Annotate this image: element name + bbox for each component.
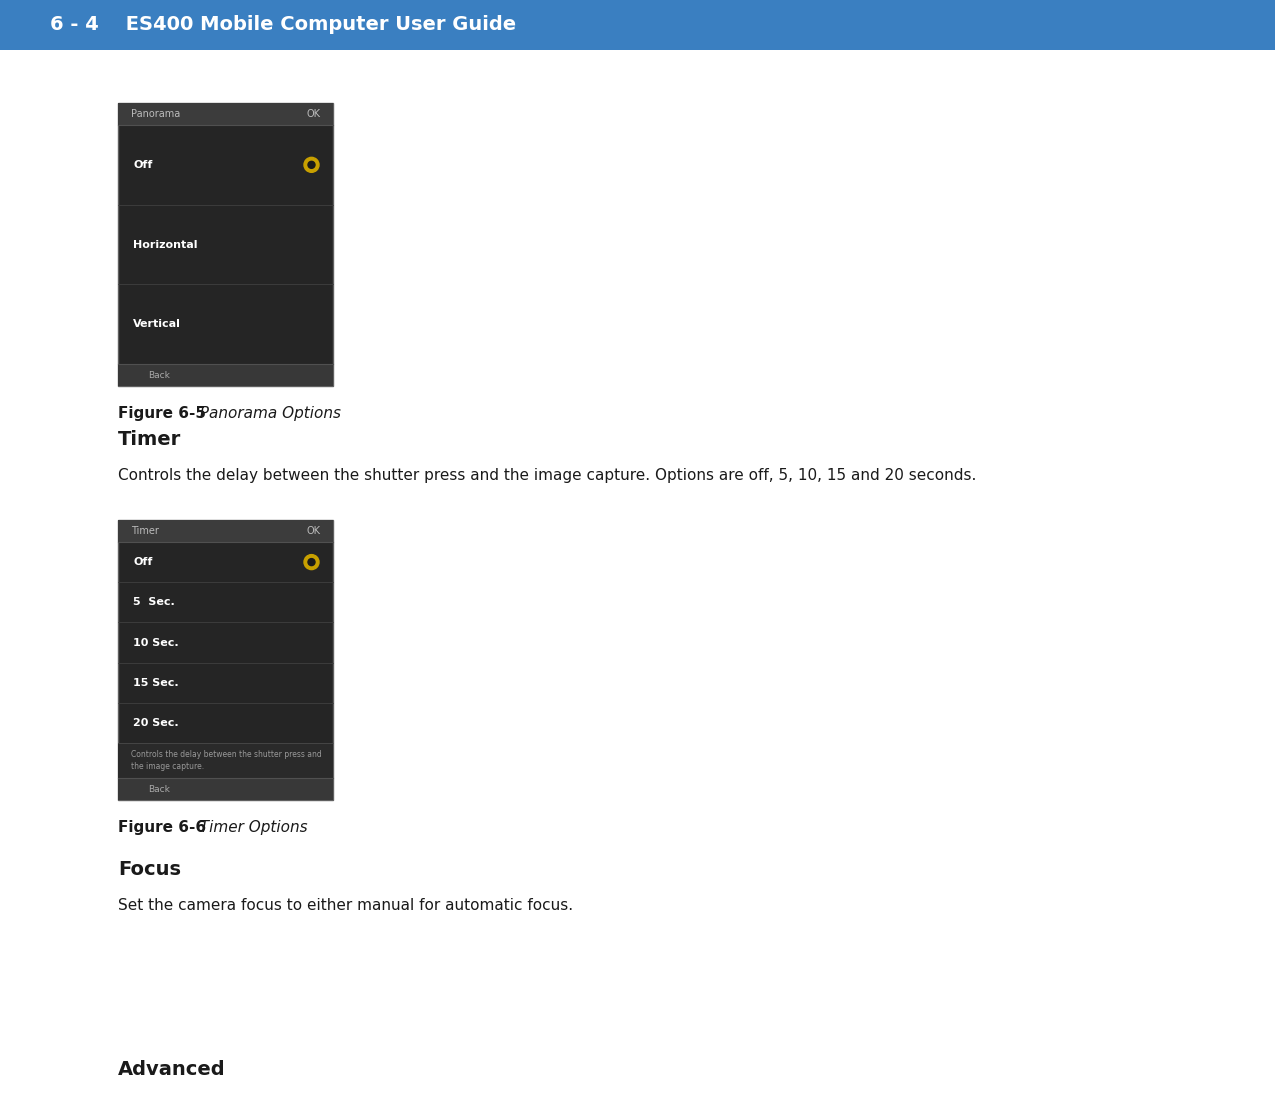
Bar (0, 0, 1275, 50)
Text: Back: Back (148, 785, 170, 794)
Text: Horizontal: Horizontal (133, 239, 198, 249)
Text: Timer Options: Timer Options (190, 820, 307, 835)
Text: Figure 6-6: Figure 6-6 (119, 820, 207, 835)
Text: OK: OK (306, 108, 320, 118)
Circle shape (303, 157, 319, 173)
Text: Controls the delay between the shutter press and
the image capture.: Controls the delay between the shutter p… (131, 749, 321, 772)
Text: 6 - 4    ES400 Mobile Computer User Guide: 6 - 4 ES400 Mobile Computer User Guide (50, 15, 516, 34)
Bar (119, 364, 333, 386)
Text: 10 Sec.: 10 Sec. (133, 638, 178, 648)
Text: Back: Back (148, 371, 170, 380)
Text: Controls the delay between the shutter press and the image capture. Options are : Controls the delay between the shutter p… (119, 468, 977, 483)
Text: Vertical: Vertical (133, 319, 181, 329)
Bar (119, 520, 333, 542)
Text: 15 Sec.: 15 Sec. (133, 677, 178, 687)
Text: 20 Sec.: 20 Sec. (133, 718, 178, 728)
Text: OK: OK (306, 526, 320, 536)
Text: Off: Off (133, 557, 153, 567)
Text: 5  Sec.: 5 Sec. (133, 598, 175, 608)
Bar (119, 743, 333, 778)
Text: Timer: Timer (119, 430, 181, 449)
Text: Off: Off (133, 159, 153, 169)
Text: Panorama Options: Panorama Options (190, 406, 340, 421)
Text: Figure 6-5: Figure 6-5 (119, 406, 207, 421)
Bar (119, 103, 333, 386)
Text: Panorama: Panorama (131, 108, 180, 118)
Text: Advanced: Advanced (119, 1061, 226, 1079)
Bar (119, 778, 333, 800)
Circle shape (303, 555, 319, 570)
Text: Set the camera focus to either manual for automatic focus.: Set the camera focus to either manual fo… (119, 898, 574, 913)
Text: Focus: Focus (119, 860, 181, 879)
Text: Timer: Timer (131, 526, 159, 536)
Circle shape (309, 559, 315, 566)
Bar (119, 520, 333, 800)
Bar (119, 103, 333, 125)
Circle shape (309, 162, 315, 168)
